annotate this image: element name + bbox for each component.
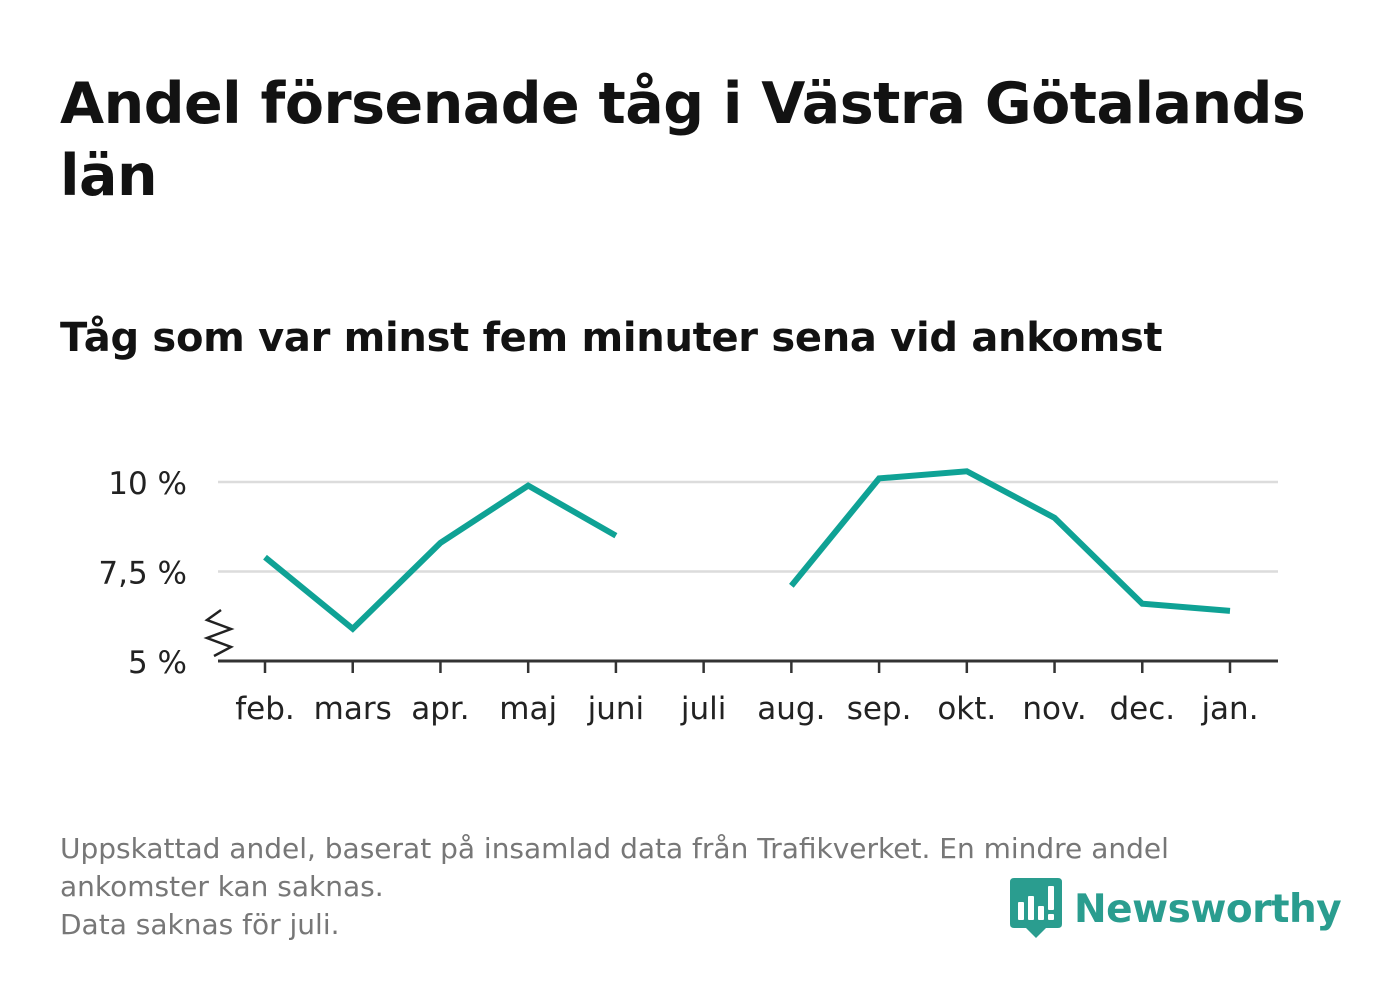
axis-break-icon [203,608,235,658]
series-line [263,482,618,633]
x-tick-label: dec. [1109,691,1175,727]
x-tick-label: maj [499,691,557,727]
newsworthy-logo: Newsworthy [1010,878,1342,940]
x-tick-label: jan. [1200,691,1258,727]
footnote-line: ankomster kan saknas. [60,870,384,903]
x-tick-label: okt. [937,691,996,727]
footnote-line: Data saknas för juli. [60,908,340,941]
x-tick-label: apr. [411,691,469,727]
x-tick-label: feb. [235,691,295,727]
x-tick-label: sep. [847,691,912,727]
y-tick-label: 7,5 % [98,556,187,592]
x-tick-label: aug. [757,691,825,727]
chart-title: Andel försenade tåg i Västra Götalands l… [60,71,1306,209]
data-series [263,468,1231,633]
bar-chart-speech-bubble-icon [1010,878,1062,938]
y-tick-label: 10 % [108,466,187,502]
gridlines [218,480,1278,573]
footnote: Uppskattad andel, baserat på insamlad da… [60,830,1320,944]
x-tick-label: juni [587,691,645,727]
footnote-line: Uppskattad andel, baserat på insamlad da… [60,832,1169,865]
x-tick-label: juli [680,691,727,727]
x-tick-label: nov. [1022,691,1086,727]
chart-subtitle: Tåg som var minst fem minuter sena vid a… [60,315,1163,361]
brand-name: Newsworthy [1074,886,1342,932]
y-axis-tick-labels: 5 % 7,5 % 10 % [98,466,187,681]
line-chart: 5 % 7,5 % 10 % feb. mars apr. maj juni juli aug.… [98,466,1278,727]
y-tick-label: 5 % [128,645,187,681]
series-line [789,468,1231,614]
x-tick-label: mars [314,691,392,727]
x-axis-ticks: feb. mars apr. maj juni juli aug. sep. okt. nov. d… [235,661,1259,727]
